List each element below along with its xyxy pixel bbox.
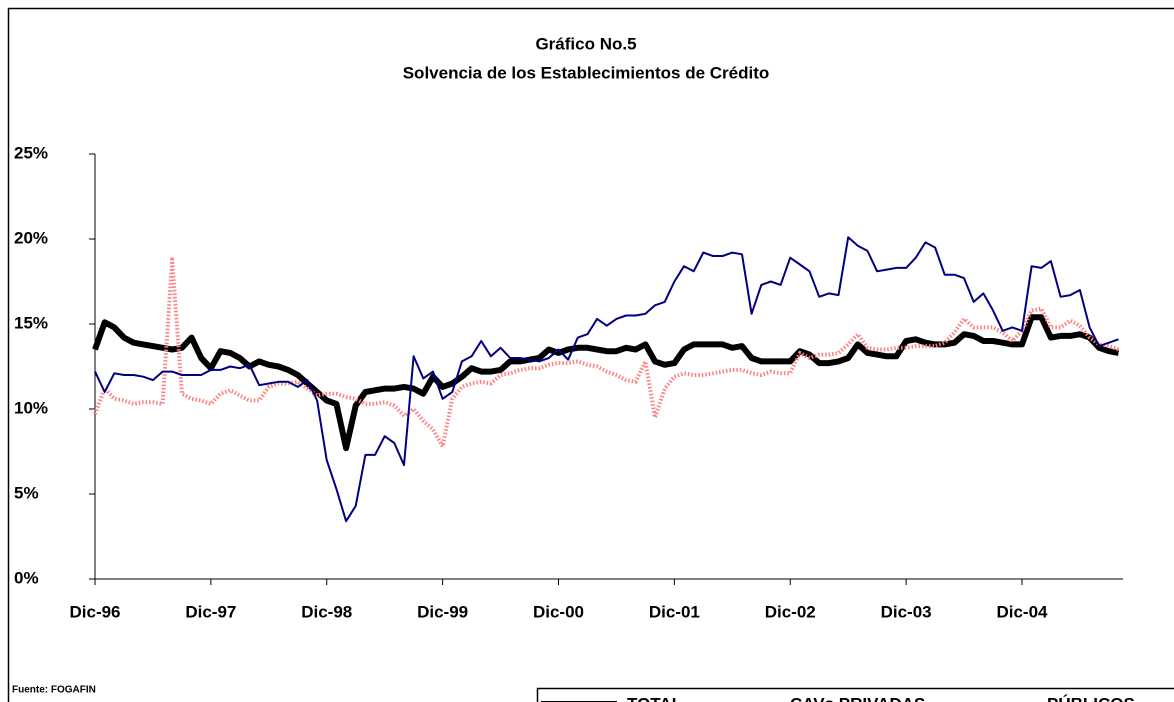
- x-tick-label: Dic-97: [185, 602, 236, 621]
- x-tick-label: Dic-01: [649, 602, 700, 621]
- legend-label: CAVs PRIVADAS: [790, 694, 925, 702]
- source-note: Fuente: FOGAFIN: [12, 685, 96, 696]
- y-tick-label: 10%: [14, 398, 48, 417]
- legend-label: PÚBLICOS: [1047, 694, 1135, 702]
- x-tick-label: Dic-04: [996, 602, 1048, 621]
- series-line: [94, 236, 1119, 523]
- x-tick-label: Dic-00: [533, 602, 584, 621]
- chart-subtitle: Solvencia de los Establecimientos de Cré…: [403, 63, 770, 82]
- legend-label: TOTAL: [627, 694, 682, 702]
- x-tick-label: Dic-03: [881, 602, 932, 621]
- x-tick-label: Dic-98: [301, 602, 352, 621]
- x-tick-label: Dic-02: [765, 602, 816, 621]
- y-tick-label: 0%: [14, 568, 39, 587]
- y-tick-label: 20%: [14, 228, 48, 247]
- series-line: [92, 314, 1120, 452]
- y-tick-label: 25%: [14, 143, 48, 162]
- legend-box: [536, 687, 1174, 702]
- chart-title: Gráfico No.5: [535, 34, 636, 53]
- chart-frame: [7, 7, 1174, 702]
- x-tick-label: Dic-99: [417, 602, 468, 621]
- y-tick-label: 5%: [14, 483, 39, 502]
- series-line: [93, 257, 1120, 449]
- y-tick-label: 15%: [14, 313, 48, 332]
- x-tick-label: Dic-96: [69, 602, 120, 621]
